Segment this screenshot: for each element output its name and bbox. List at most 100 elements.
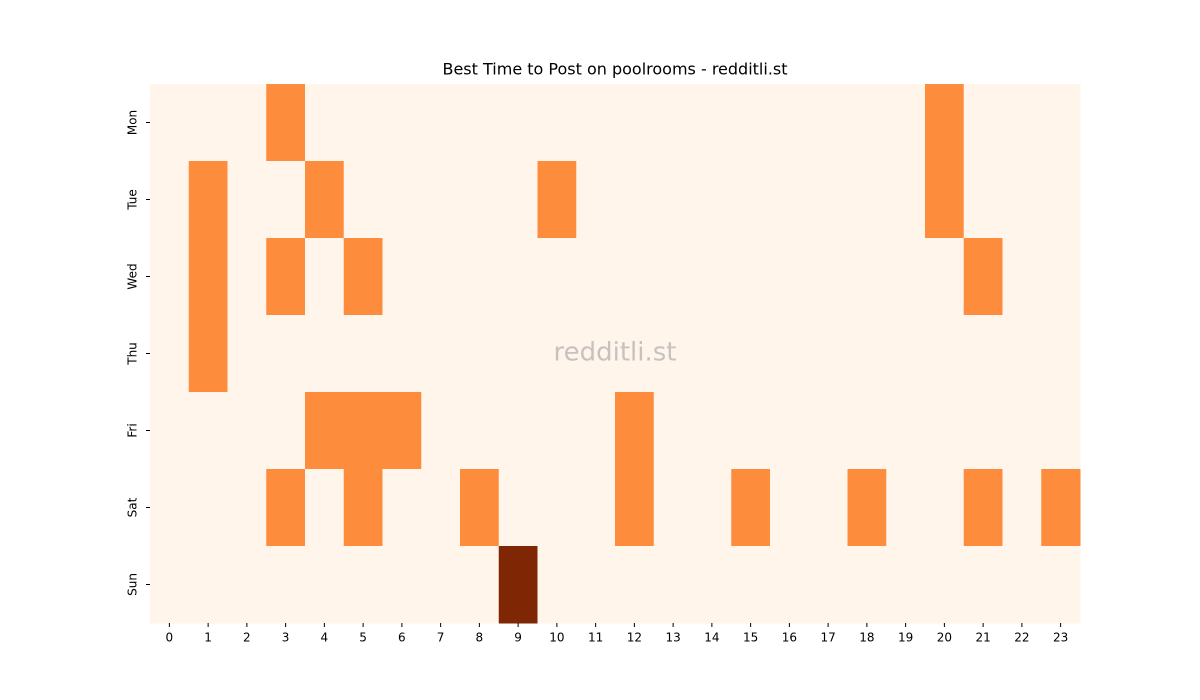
heatmap-cell — [266, 392, 306, 470]
heatmap-cell — [188, 315, 228, 393]
heatmap-cell — [576, 161, 616, 239]
heatmap-cell — [343, 392, 383, 470]
heatmap-cell — [460, 238, 500, 316]
heatmap-cell — [305, 392, 345, 470]
heatmap-cell — [886, 238, 926, 316]
heatmap-cell — [343, 238, 383, 316]
heatmap-cell — [576, 238, 616, 316]
heatmap-cell — [770, 469, 810, 547]
x-tick-label: 15 — [743, 631, 758, 645]
heatmap-cell — [653, 84, 693, 162]
heatmap-cell — [770, 392, 810, 470]
heatmap-cell — [615, 161, 655, 239]
watermark: redditli.st — [554, 338, 677, 368]
heatmap-cell — [460, 84, 500, 162]
heatmap-cell — [1002, 546, 1042, 624]
heatmap-cell — [731, 392, 771, 470]
heatmap-cell — [150, 546, 190, 624]
heatmap-cell — [343, 161, 383, 239]
heatmap-cell — [382, 161, 422, 239]
heatmap-cell — [576, 392, 616, 470]
heatmap-cell — [925, 238, 965, 316]
heatmap-cell — [692, 469, 732, 547]
heatmap-cell — [421, 161, 461, 239]
heatmap-cell — [1041, 546, 1081, 624]
y-tick-label: Fri — [126, 423, 140, 437]
heatmap-cell — [963, 238, 1003, 316]
heatmap-cell — [227, 161, 267, 239]
heatmap-cell — [537, 392, 577, 470]
heatmap-cell — [188, 238, 228, 316]
heatmap-cell — [692, 238, 732, 316]
heatmap-cell — [150, 161, 190, 239]
x-tick-label: 16 — [782, 631, 797, 645]
heatmap-cell — [1002, 84, 1042, 162]
x-tick-label: 3 — [282, 631, 290, 645]
heatmap-cell — [188, 469, 228, 547]
heatmap-cell — [421, 469, 461, 547]
heatmap-cell — [847, 392, 887, 470]
heatmap-cell — [460, 161, 500, 239]
heatmap-cell — [343, 315, 383, 393]
heatmap-cell — [847, 161, 887, 239]
heatmap-cell — [653, 392, 693, 470]
chart-title: Best Time to Post on poolrooms - redditl… — [442, 60, 787, 79]
heatmap-cell — [460, 469, 500, 547]
heatmap-cell — [731, 315, 771, 393]
x-tick-label: 11 — [588, 631, 603, 645]
x-tick-label: 23 — [1053, 631, 1068, 645]
x-tick-label: 18 — [859, 631, 874, 645]
heatmap-cell — [343, 546, 383, 624]
x-tick-label: 19 — [898, 631, 913, 645]
heatmap-cell — [847, 238, 887, 316]
heatmap-cell — [963, 546, 1003, 624]
heatmap-cell — [653, 315, 693, 393]
heatmap-cell — [266, 161, 306, 239]
heatmap-cell — [266, 546, 306, 624]
heatmap-cell — [808, 546, 848, 624]
x-tick-label: 2 — [243, 631, 251, 645]
heatmap-cell — [421, 392, 461, 470]
x-tick-label: 6 — [398, 631, 406, 645]
heatmap-cell — [537, 469, 577, 547]
heatmap-cell — [925, 84, 965, 162]
heatmap-cell — [227, 84, 267, 162]
heatmap-cell — [847, 315, 887, 393]
heatmap-cell — [498, 84, 538, 162]
heatmap-cell — [653, 469, 693, 547]
heatmap-cell — [576, 84, 616, 162]
heatmap-cell — [537, 238, 577, 316]
heatmap-cell — [886, 161, 926, 239]
heatmap-cell — [537, 161, 577, 239]
heatmap-cell — [576, 546, 616, 624]
heatmap-cell — [847, 469, 887, 547]
heatmap-cell — [498, 161, 538, 239]
heatmap-cell — [1002, 238, 1042, 316]
heatmap-cell — [576, 315, 616, 393]
heatmap-cell — [886, 469, 926, 547]
heatmap-cell — [1041, 84, 1081, 162]
heatmap-cell — [227, 546, 267, 624]
x-tick-label: 13 — [665, 631, 680, 645]
heatmap-cell — [305, 161, 345, 239]
heatmap-cell — [150, 84, 190, 162]
heatmap-cell — [1002, 315, 1042, 393]
x-tick-label: 5 — [359, 631, 367, 645]
heatmap-cell — [692, 161, 732, 239]
heatmap-cell — [963, 469, 1003, 547]
heatmap-cell — [150, 469, 190, 547]
heatmap-cell — [808, 84, 848, 162]
heatmap-cell — [925, 546, 965, 624]
heatmap-cell — [537, 315, 577, 393]
heatmap-cell — [847, 546, 887, 624]
heatmap-cell — [615, 238, 655, 316]
heatmap-cell — [266, 238, 306, 316]
heatmap-cell — [498, 469, 538, 547]
x-tick-label: 20 — [937, 631, 952, 645]
heatmap-cell — [382, 84, 422, 162]
heatmap-cell — [770, 238, 810, 316]
heatmap-cell — [963, 161, 1003, 239]
heatmap-cell — [576, 469, 616, 547]
heatmap-cell — [692, 392, 732, 470]
